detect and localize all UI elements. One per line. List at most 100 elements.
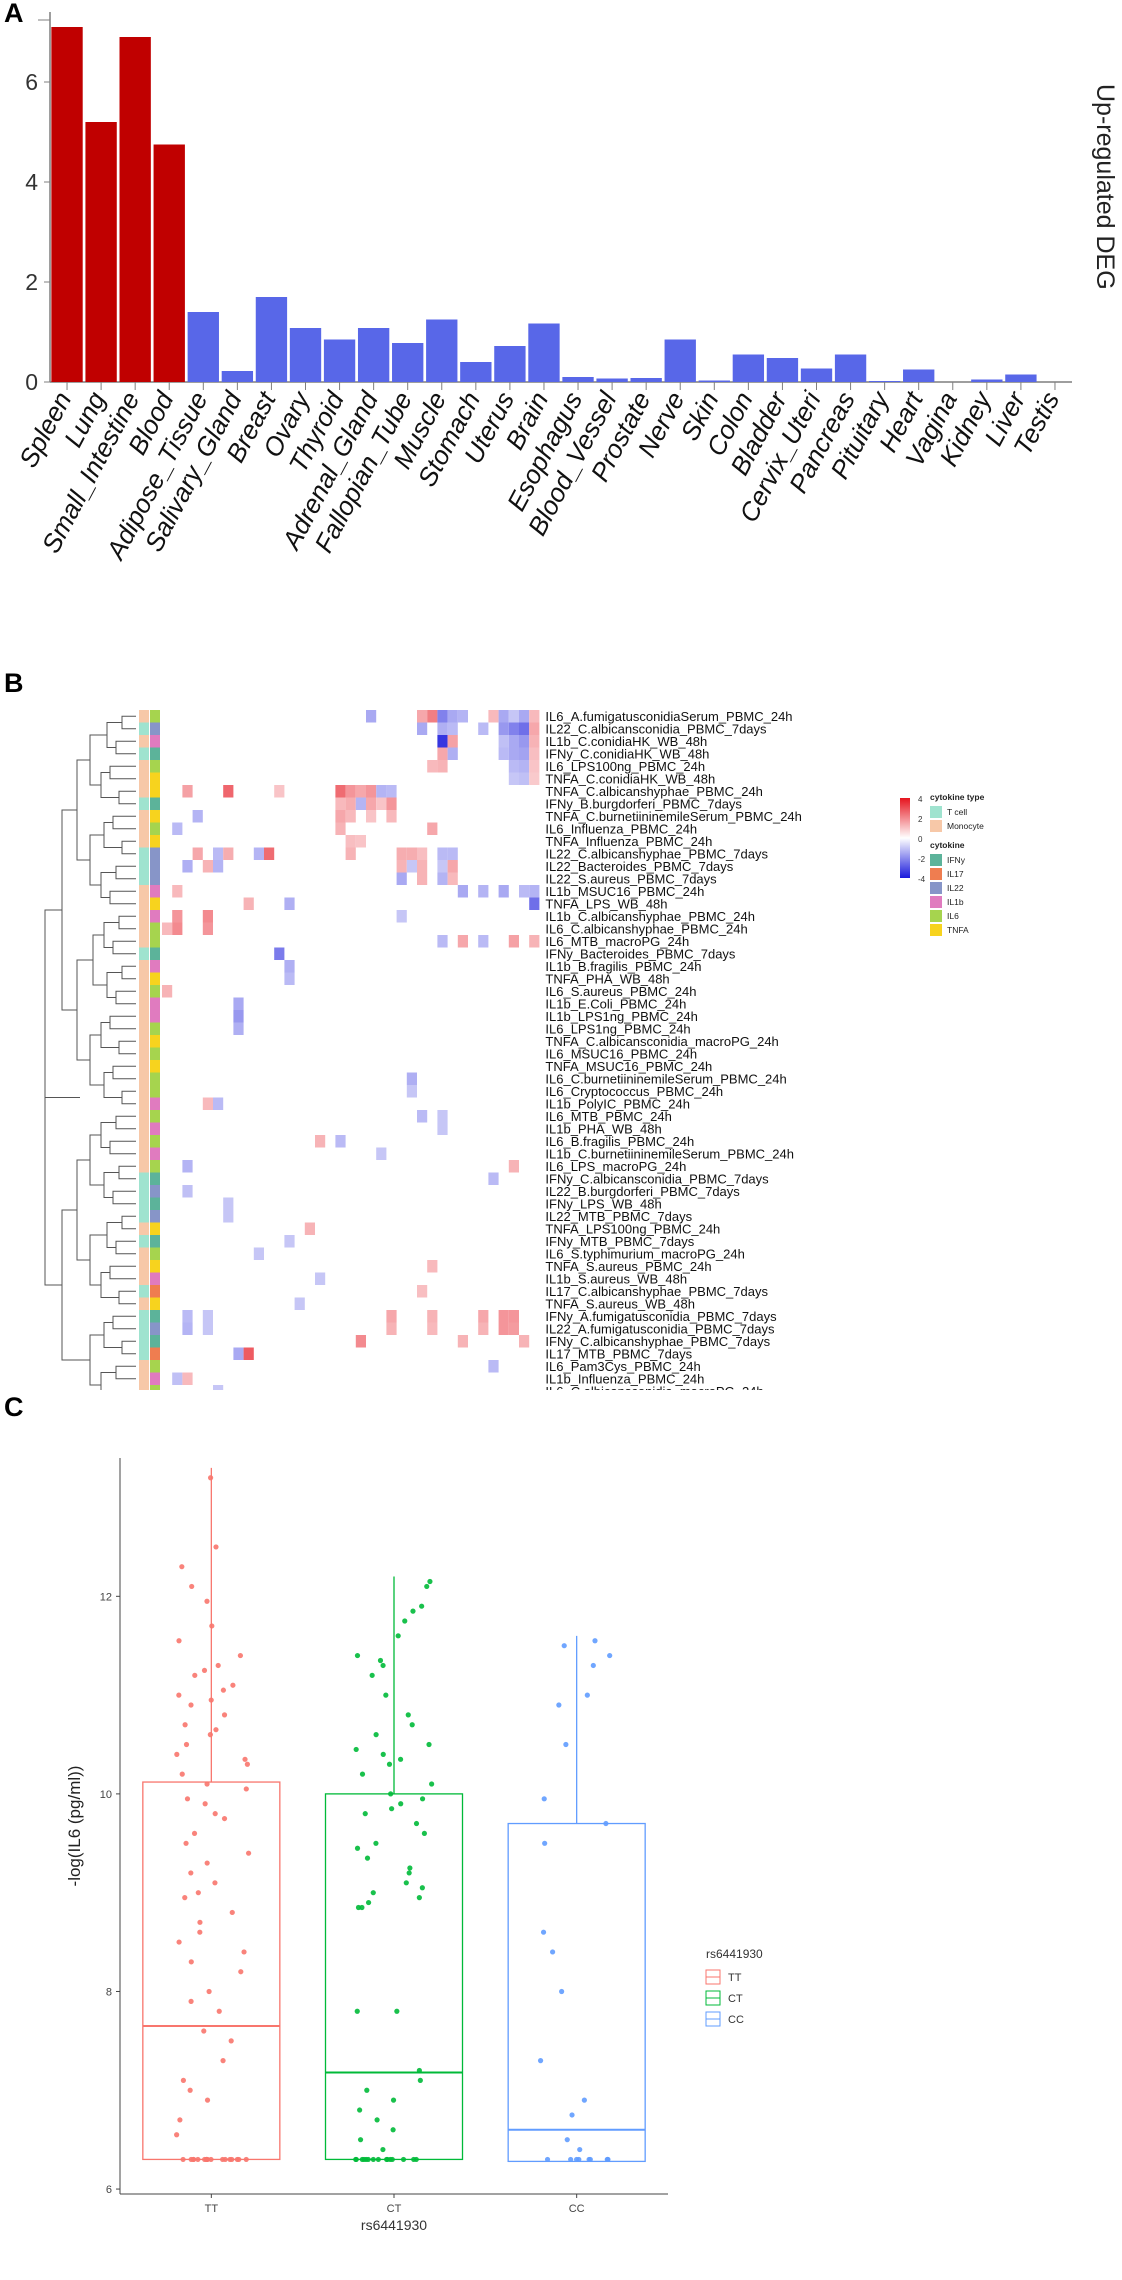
data-point xyxy=(212,1880,218,1886)
dendrogram-branch xyxy=(89,1034,104,1086)
annotation-cytokine-type-cell xyxy=(139,835,149,848)
dendrogram-branch xyxy=(61,1209,90,1361)
annotation-cytokine-type-cell xyxy=(139,1197,149,1210)
data-point xyxy=(603,1820,609,1827)
annotation-cytokine-type-cell xyxy=(139,1322,149,1335)
heatmap-cell xyxy=(172,910,183,923)
data-point xyxy=(204,1598,210,1604)
legend-entry: IL6 xyxy=(947,911,959,921)
data-point xyxy=(354,1652,361,1659)
heatmap-cell xyxy=(498,885,509,898)
legend-entry: IL22 xyxy=(947,883,964,893)
heatmap-row-label: IFNy_C.conidiaHK_WB_48h xyxy=(545,746,709,761)
heatmap-row-label: IFNy_C.albicanshyphae_PBMC_7days xyxy=(545,1334,770,1349)
annotation-cytokine-type-cell xyxy=(139,722,149,735)
annotation-cytokine-cell xyxy=(150,1085,160,1098)
legend-swatch xyxy=(930,896,942,908)
annotation-cytokine-cell xyxy=(150,1360,160,1373)
heatmap-cell xyxy=(508,1310,519,1323)
data-point xyxy=(176,1692,182,1698)
heatmap-cell xyxy=(488,1172,499,1185)
data-point xyxy=(220,1687,227,1693)
data-point xyxy=(243,2156,249,2163)
heatmap-row-label: IFNy_LPS_WB_48h xyxy=(545,1196,661,1211)
annotation-cytokine-type-cell xyxy=(139,785,149,798)
data-point xyxy=(197,1919,203,1925)
annotation-cytokine-type-cell xyxy=(139,1172,149,1185)
data-point xyxy=(409,1722,415,1728)
y-tick-label: 6 xyxy=(106,2184,112,2196)
legend-swatch xyxy=(930,924,942,936)
heatmap-cell xyxy=(498,747,509,760)
annotation-cytokine-cell xyxy=(150,785,160,798)
heatmap-cell xyxy=(213,1385,224,1390)
heatmap-cell xyxy=(406,1072,417,1085)
heatmap-row-label: IL6_Pam3Cys_PBMC_24h xyxy=(545,1359,700,1374)
annotation-cytokine-cell xyxy=(150,1260,160,1273)
annotation-cytokine-type-cell xyxy=(139,1122,149,1135)
box-ct xyxy=(324,1793,464,2161)
heatmap-cell xyxy=(335,785,346,798)
heatmap-cell xyxy=(427,1310,438,1323)
heatmap-cell xyxy=(529,722,540,735)
data-point xyxy=(387,2156,393,2163)
data-point xyxy=(195,2156,201,2163)
data-point xyxy=(201,2028,207,2034)
heatmap-cell xyxy=(376,797,387,810)
dendrogram-branch xyxy=(76,1159,90,1261)
heatmap-cell xyxy=(519,760,530,773)
data-point xyxy=(540,1929,547,1935)
panel-c-letter: C xyxy=(4,1392,24,1422)
annotation-cytokine-cell xyxy=(150,985,160,998)
data-point xyxy=(220,2058,226,2064)
legend-entry: TNFA xyxy=(947,925,969,935)
heatmap-cell xyxy=(162,985,173,998)
heatmap-cell xyxy=(233,1010,244,1023)
dendrogram-branch xyxy=(121,1215,136,1230)
data-point xyxy=(400,2156,407,2163)
heatmap-row-label: IL1b_B.fragilis_PBMC_24h xyxy=(545,959,701,974)
heatmap-cell xyxy=(172,822,183,835)
heatmap-cell xyxy=(519,710,530,723)
heatmap-cell xyxy=(427,1260,438,1273)
heatmap-row-label: IL6_LPS100ng_PBMC_24h xyxy=(545,759,705,774)
legend-entry: TT xyxy=(728,1972,742,1984)
annotation-cytokine-type-cell xyxy=(139,1347,149,1360)
data-point xyxy=(569,2112,575,2118)
annotation-cytokine-cell xyxy=(150,872,160,885)
legend-cytokine-type-title: cytokine type xyxy=(930,792,985,802)
data-point xyxy=(188,1959,194,1965)
data-point xyxy=(354,1845,361,1851)
heatmap-cell xyxy=(386,1310,397,1323)
annotation-cytokine-type-cell xyxy=(139,772,149,785)
data-point xyxy=(191,1830,198,1837)
dendrogram-branch xyxy=(109,765,136,780)
dendrogram-branch xyxy=(89,1134,104,1186)
heatmap-cell xyxy=(315,1135,326,1148)
bar-colon xyxy=(732,354,765,382)
data-point xyxy=(419,1885,425,1891)
annotation-cytokine-cell xyxy=(150,772,160,785)
heatmap-cell xyxy=(213,860,224,873)
data-point xyxy=(180,2156,186,2163)
heatmap-cell xyxy=(529,885,540,898)
data-point xyxy=(236,2156,242,2163)
legend-entry: Monocyte xyxy=(947,821,984,831)
legend-swatch xyxy=(930,882,942,894)
panel-a-letter: A xyxy=(4,0,24,28)
data-point xyxy=(359,1771,366,1777)
dendrogram-branch xyxy=(76,759,90,861)
heatmap-cell xyxy=(243,1347,254,1360)
annotation-cytokine-type-cell xyxy=(139,1360,149,1373)
heatmap-cell xyxy=(427,710,438,723)
annotation-cytokine-type-cell xyxy=(139,972,149,985)
heatmap-cell xyxy=(213,847,224,860)
heatmap-cell xyxy=(478,885,489,898)
dendrogram-branch xyxy=(118,915,136,930)
annotation-cytokine-cell xyxy=(150,1147,160,1160)
dendrogram-branch xyxy=(112,940,136,955)
heatmap-cell xyxy=(498,722,509,735)
data-point xyxy=(182,1722,188,1728)
dendrogram-branch xyxy=(109,1140,136,1155)
heatmap-row-label: IFNy_A.fumigatusconidia_PBMC_7days xyxy=(545,1309,777,1324)
